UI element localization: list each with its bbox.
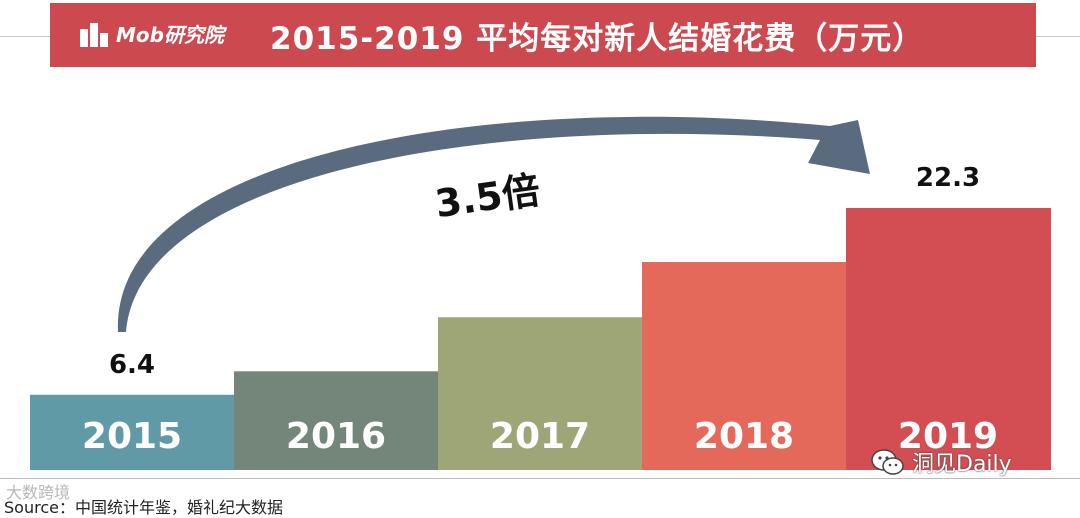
bar-2019	[846, 207, 1051, 470]
category-label-2019: 2019	[898, 416, 998, 457]
wechat-account-name: 洞见Daily	[912, 452, 1012, 477]
title-bar: Mob研究院 2015-2019 平均每对新人结婚花费（万元）	[50, 3, 1036, 67]
category-label-2017: 2017	[490, 416, 590, 457]
source-note: Source：中国统计年鉴，婚礼纪大数据	[4, 498, 283, 517]
value-label-2015: 6.4	[109, 350, 155, 380]
bar-2017	[438, 317, 643, 470]
logo-text: Mob研究院	[116, 23, 224, 47]
category-label-2015: 2015	[82, 416, 182, 457]
logo-building-icon	[78, 21, 110, 47]
category-label-2016: 2016	[286, 416, 386, 457]
bar-2016	[234, 371, 439, 470]
chart-title: 2015-2019 平均每对新人结婚花费（万元）	[270, 21, 925, 57]
bar-2015	[30, 394, 235, 470]
watermark-text: 大数跨境	[6, 483, 71, 502]
bar-2018	[642, 262, 847, 470]
multiplier-label: 3.5倍	[432, 168, 542, 226]
value-label-2019: 22.3	[916, 163, 980, 193]
growth-arrow-icon	[117, 116, 870, 332]
wechat-icon	[871, 449, 904, 475]
category-label-2018: 2018	[694, 416, 794, 457]
wechat-badge: 洞见Daily	[870, 446, 1012, 478]
mob-logo: Mob研究院	[78, 19, 224, 48]
baseline-rule	[0, 478, 1080, 479]
